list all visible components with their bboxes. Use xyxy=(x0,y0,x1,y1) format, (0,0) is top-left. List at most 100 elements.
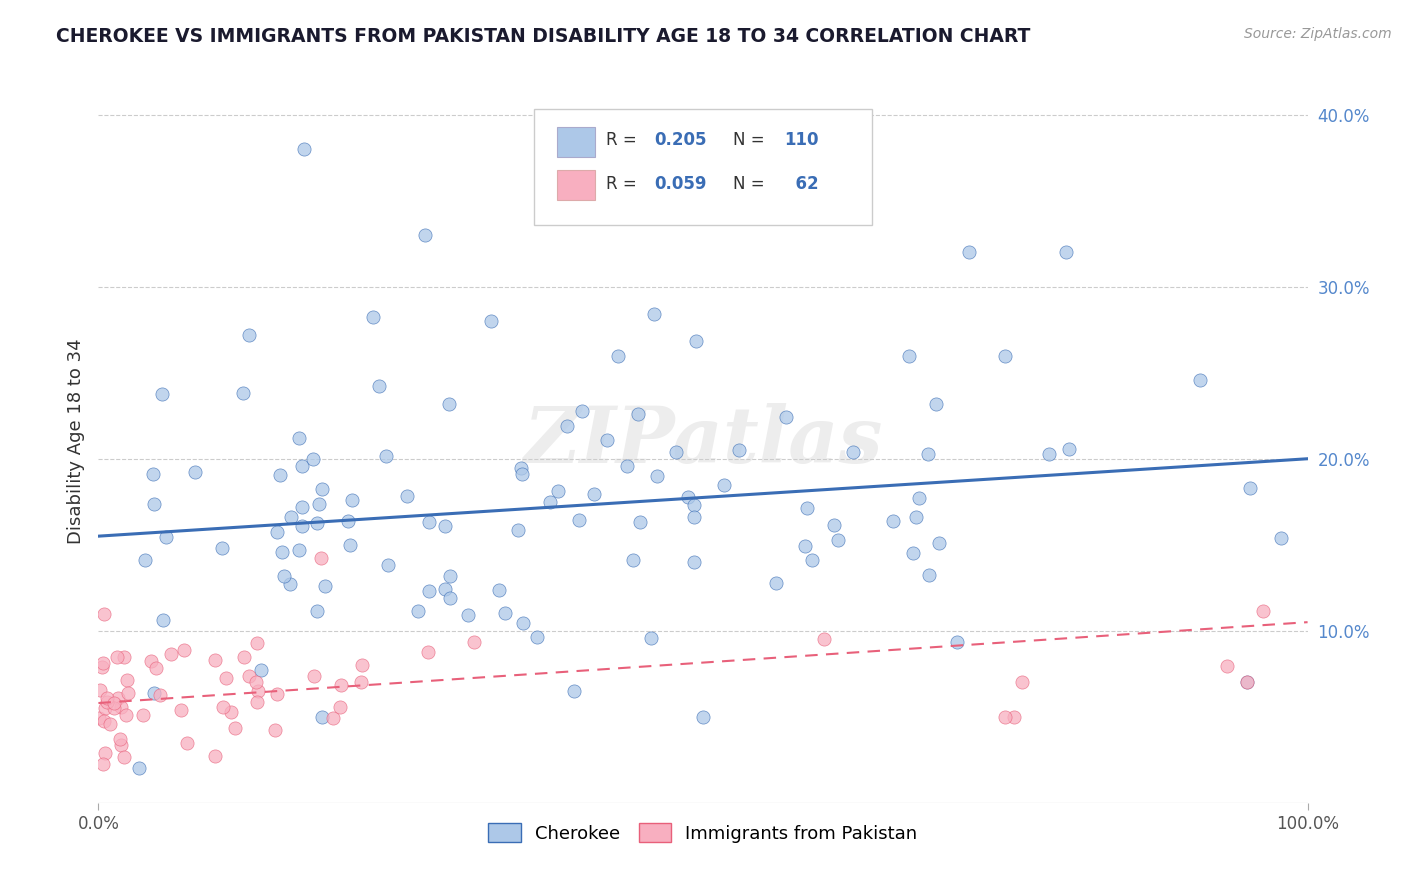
Point xyxy=(308,497,330,511)
Point xyxy=(131,707,153,722)
Point xyxy=(434,519,457,533)
Point xyxy=(128,761,150,775)
Point xyxy=(302,669,325,683)
Point xyxy=(571,404,593,418)
Point xyxy=(112,749,135,764)
Point xyxy=(224,721,246,735)
Point xyxy=(665,445,688,459)
Legend: Cherokee, Immigrants from Pakistan: Cherokee, Immigrants from Pakistan xyxy=(479,814,927,852)
Text: Source: ZipAtlas.com: Source: ZipAtlas.com xyxy=(1244,27,1392,41)
Text: 0.059: 0.059 xyxy=(655,175,707,193)
Point xyxy=(211,541,233,555)
Point xyxy=(103,696,125,710)
Point xyxy=(212,700,235,714)
Point xyxy=(813,632,835,647)
Point xyxy=(842,444,865,458)
Point xyxy=(291,458,314,473)
Point xyxy=(169,703,191,717)
Point xyxy=(363,310,385,324)
FancyBboxPatch shape xyxy=(557,127,595,157)
Point xyxy=(1038,447,1060,461)
Point xyxy=(616,458,638,473)
Point xyxy=(89,711,111,725)
Point xyxy=(1270,531,1292,545)
Point xyxy=(204,748,226,763)
Point xyxy=(683,509,706,524)
Point xyxy=(526,630,548,644)
Point xyxy=(288,543,311,558)
Point xyxy=(621,553,644,567)
Point xyxy=(143,686,166,700)
Point xyxy=(1251,603,1274,617)
Point xyxy=(905,510,928,524)
Point xyxy=(232,649,254,664)
Point xyxy=(640,631,662,645)
Point xyxy=(928,536,950,550)
Text: CHEROKEE VS IMMIGRANTS FROM PAKISTAN DISABILITY AGE 18 TO 34 CORRELATION CHART: CHEROKEE VS IMMIGRANTS FROM PAKISTAN DIS… xyxy=(56,27,1031,45)
Point xyxy=(377,558,399,572)
Point xyxy=(238,328,260,343)
Point xyxy=(134,553,156,567)
Point xyxy=(1189,373,1212,387)
Text: N =: N = xyxy=(734,175,770,193)
Point xyxy=(713,478,735,492)
Point xyxy=(266,524,288,539)
Point xyxy=(775,409,797,424)
Point xyxy=(139,654,162,668)
Point xyxy=(796,501,818,516)
Point xyxy=(439,568,461,582)
FancyBboxPatch shape xyxy=(557,169,595,200)
Point xyxy=(117,673,139,687)
Point xyxy=(418,584,440,599)
Point xyxy=(100,717,122,731)
Point xyxy=(291,500,314,514)
Point xyxy=(510,467,533,482)
Point xyxy=(273,569,295,583)
Point xyxy=(221,706,243,720)
Text: R =: R = xyxy=(606,131,643,149)
Point xyxy=(882,514,904,528)
Point xyxy=(280,510,302,524)
Point xyxy=(406,604,429,618)
Point xyxy=(250,663,273,677)
Text: 62: 62 xyxy=(785,175,818,193)
Point xyxy=(305,604,328,618)
Point xyxy=(94,701,117,715)
Point xyxy=(682,555,704,569)
Point xyxy=(152,613,174,627)
Point xyxy=(232,386,254,401)
Point xyxy=(368,378,391,392)
Point xyxy=(413,228,436,243)
Point xyxy=(1057,442,1080,456)
Point xyxy=(925,397,948,411)
Point xyxy=(176,736,198,750)
Point xyxy=(336,514,359,528)
Point xyxy=(340,493,363,508)
Point xyxy=(494,607,516,621)
Point xyxy=(508,524,530,538)
Point xyxy=(647,468,669,483)
Point xyxy=(142,467,165,482)
Point xyxy=(917,447,939,461)
Point xyxy=(339,538,361,552)
Point xyxy=(1054,245,1077,260)
Point xyxy=(918,568,941,582)
Point xyxy=(184,465,207,479)
Point xyxy=(160,647,183,661)
Point xyxy=(302,451,325,466)
Point xyxy=(322,711,344,725)
Point xyxy=(110,738,132,752)
Point xyxy=(94,746,117,760)
Point xyxy=(90,659,112,673)
Text: ZIPatlas: ZIPatlas xyxy=(523,403,883,480)
Point xyxy=(215,671,238,685)
Point xyxy=(728,443,751,458)
Point xyxy=(607,349,630,363)
Point xyxy=(626,407,648,421)
Point xyxy=(994,710,1017,724)
Point xyxy=(685,334,707,349)
Point xyxy=(538,495,561,509)
Point xyxy=(1236,675,1258,690)
Point xyxy=(115,707,138,722)
Point xyxy=(897,349,920,363)
